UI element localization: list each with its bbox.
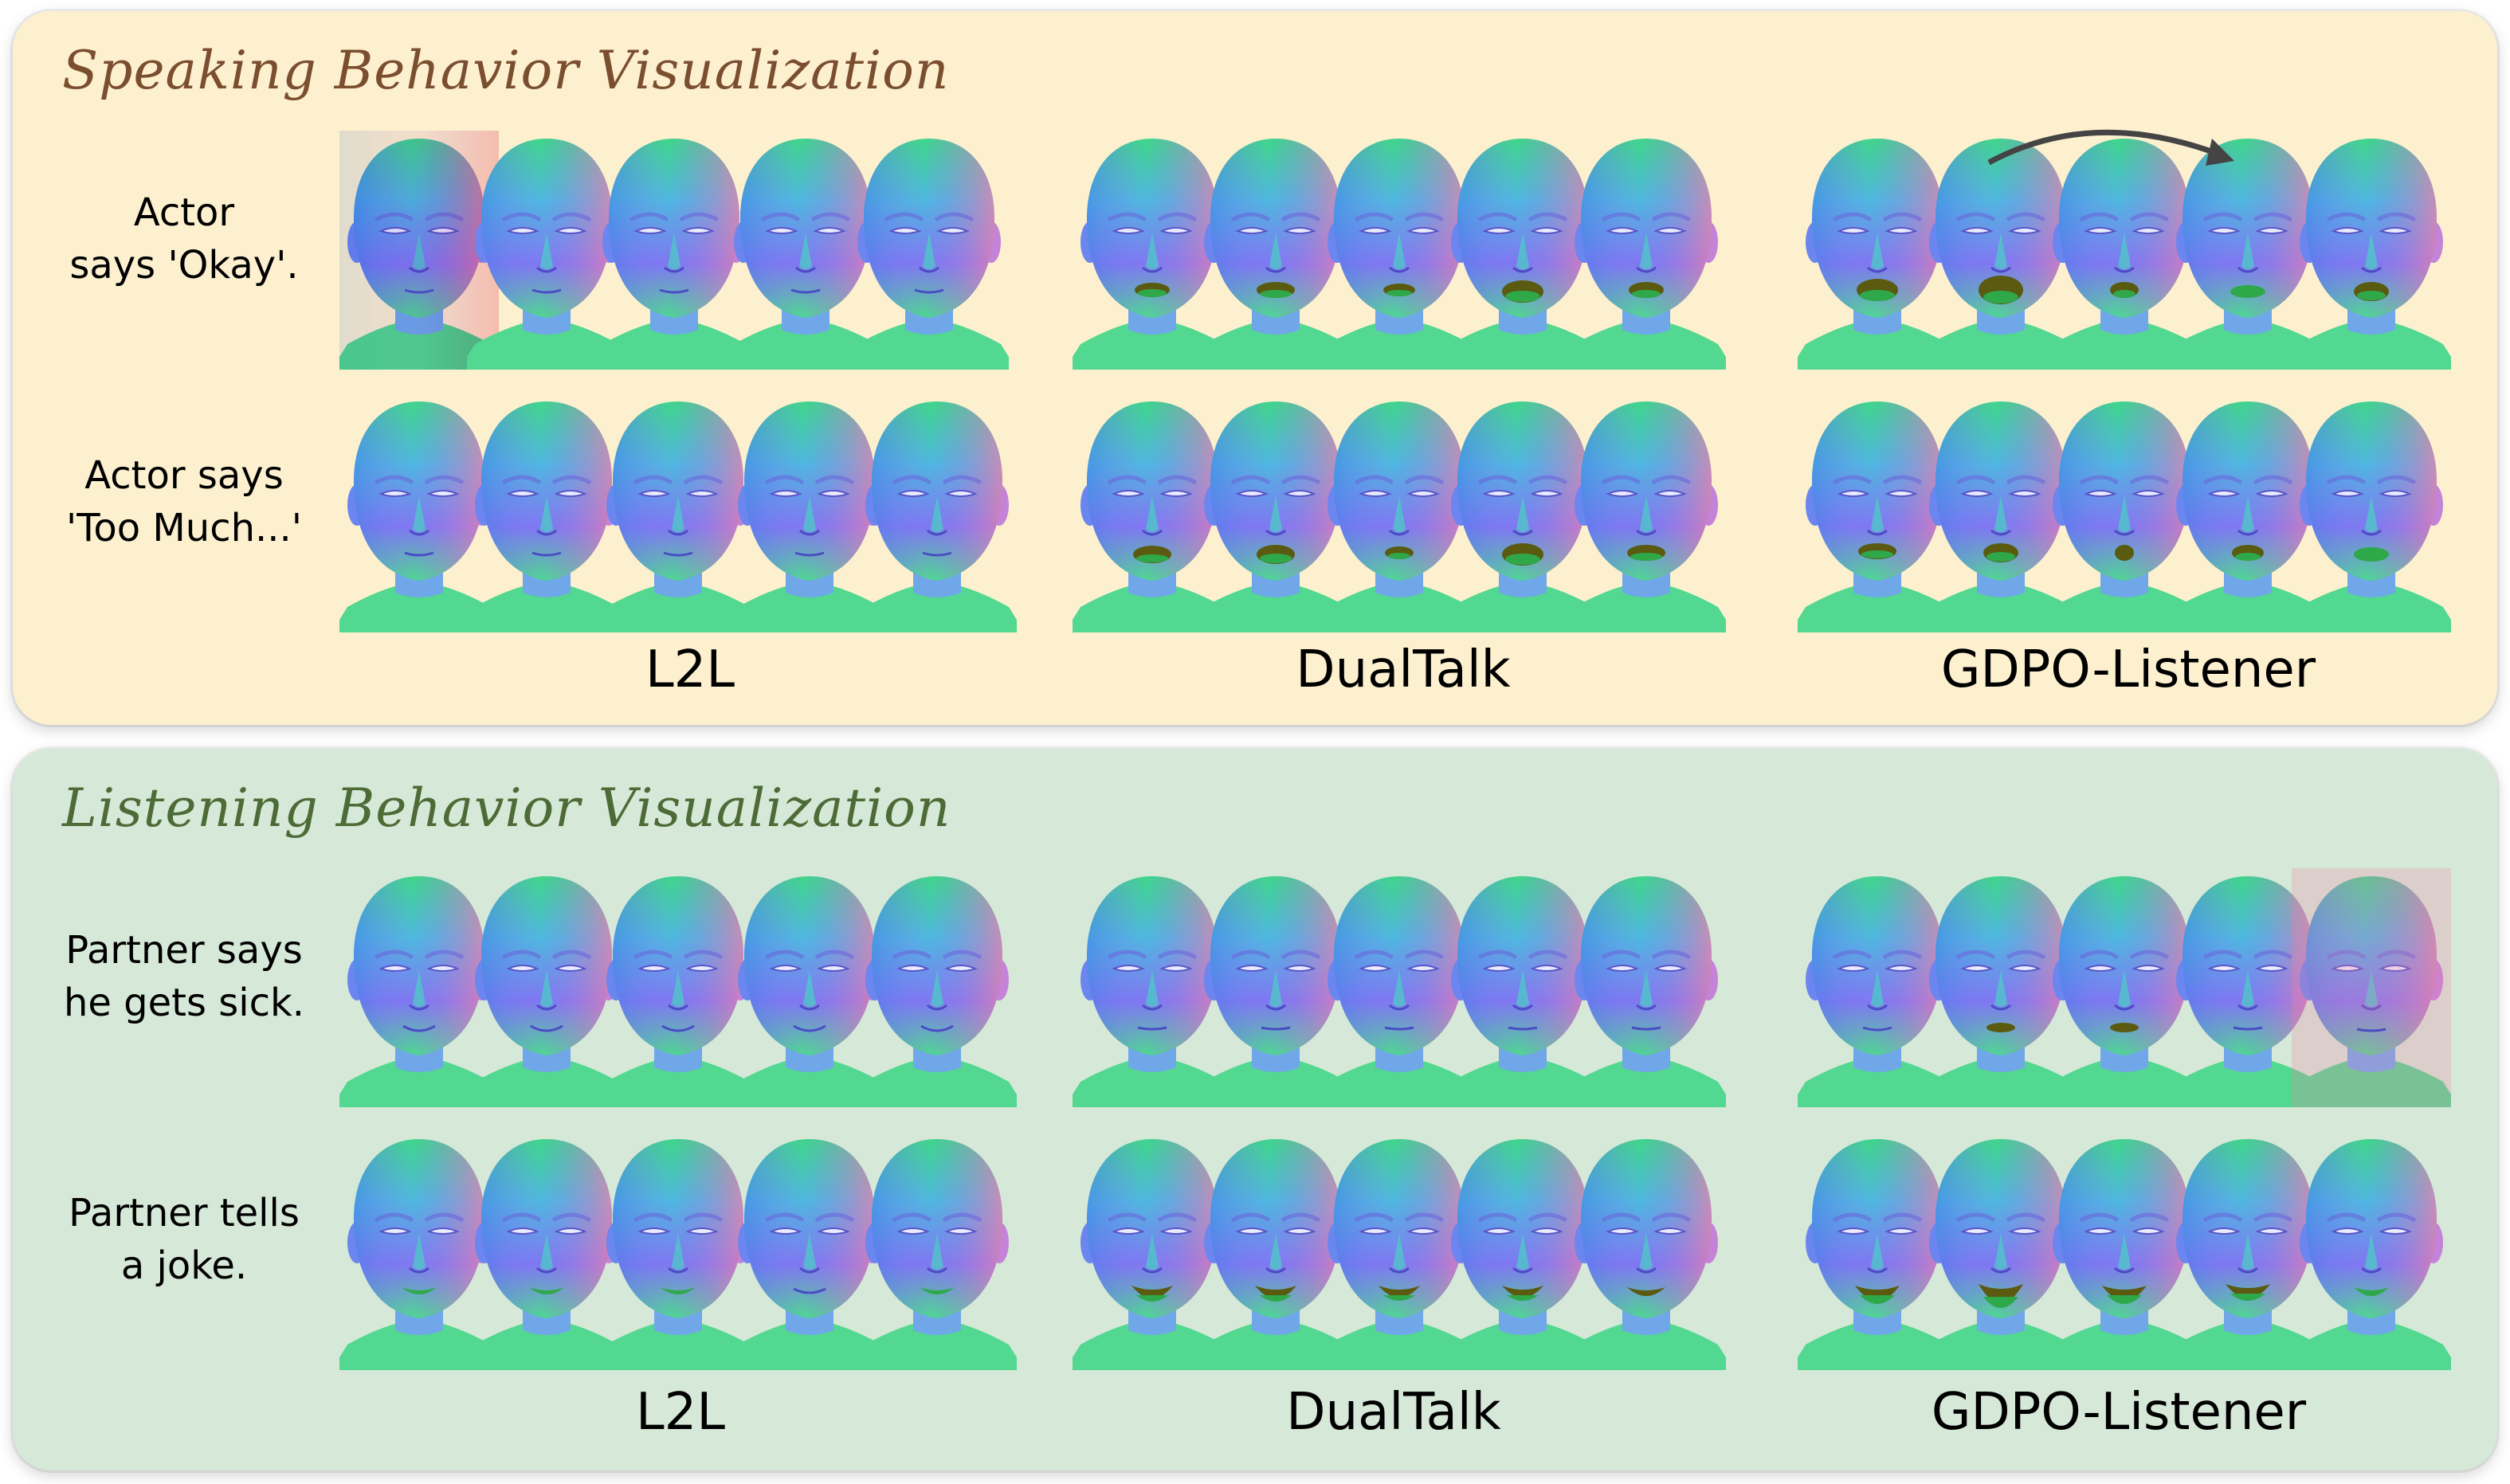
head-render xyxy=(1443,394,1602,632)
head-render xyxy=(598,394,758,632)
head-render xyxy=(1443,131,1602,370)
speaking-row-1: Actor says 'Okay'. xyxy=(13,129,2497,370)
head-render xyxy=(857,394,1017,632)
head-render xyxy=(1443,1131,1602,1370)
method-caption-dualtalk: DualTalk xyxy=(1286,1383,1501,1442)
head-render xyxy=(2168,1131,2328,1370)
speaking-row-1-label: Actor says 'Okay'. xyxy=(37,186,331,292)
row-label-line: Partner says xyxy=(65,928,303,973)
head-render xyxy=(730,1131,889,1370)
head-render xyxy=(726,131,885,370)
head-render xyxy=(1921,1131,2081,1370)
head-render xyxy=(598,1131,758,1370)
head-render xyxy=(594,131,754,370)
method-caption-dualtalk: DualTalk xyxy=(1296,640,1511,699)
listening-panel-title: Listening Behavior Visualization xyxy=(62,777,951,839)
row-label-line: Actor xyxy=(133,190,235,235)
head-render xyxy=(857,868,1017,1107)
head-render xyxy=(2292,1131,2451,1370)
listening-row-1: Partner says he gets sick. xyxy=(13,868,2497,1107)
speaking-panel: Speaking Behavior Visualization Actor sa… xyxy=(13,11,2497,725)
head-render xyxy=(1073,131,1232,370)
head-render xyxy=(339,1131,499,1370)
head-render xyxy=(2045,394,2204,632)
head-render xyxy=(1567,394,1726,632)
listening-panel: Listening Behavior Visualization Partner… xyxy=(13,749,2497,1470)
method-caption-gdpo: GDPO-Listener xyxy=(1940,640,2316,699)
head-render xyxy=(2292,394,2451,632)
speaking-panel-title: Speaking Behavior Visualization xyxy=(62,40,950,101)
head-render xyxy=(2168,131,2328,370)
head-render xyxy=(2045,1131,2204,1370)
method-caption-l2l: L2L xyxy=(635,1383,726,1442)
curved-arrow-icon xyxy=(1987,129,2234,166)
head-render xyxy=(1443,868,1602,1107)
head-render xyxy=(467,868,626,1107)
row-label-line: Actor says xyxy=(84,453,284,498)
head-render xyxy=(467,394,626,632)
head-render xyxy=(467,131,626,370)
listening-row-2: Partner tells a joke. xyxy=(13,1131,2497,1370)
head-render xyxy=(2045,131,2204,370)
head-render xyxy=(1196,1131,1355,1370)
listening-row-1-label: Partner says he gets sick. xyxy=(37,924,331,1029)
head-render xyxy=(1921,868,2081,1107)
head-render xyxy=(1798,131,1957,370)
row-label-line: Partner tells xyxy=(69,1191,300,1235)
head-render xyxy=(2168,394,2328,632)
head-render xyxy=(849,131,1009,370)
head-render xyxy=(857,1131,1017,1370)
speaking-row-2: Actor says 'Too Much...' xyxy=(13,394,2497,632)
head-render xyxy=(1320,1131,1479,1370)
head-render xyxy=(1196,868,1355,1107)
speaking-row-2-label: Actor says 'Too Much...' xyxy=(37,449,331,554)
head-render xyxy=(1196,131,1355,370)
row-label-line: 'Too Much...' xyxy=(66,506,302,550)
head-render xyxy=(339,868,499,1107)
head-render xyxy=(1320,131,1479,370)
method-caption-gdpo: GDPO-Listener xyxy=(1931,1383,2307,1442)
head-render xyxy=(1921,394,2081,632)
row-label-line: says 'Okay'. xyxy=(69,243,299,288)
head-render xyxy=(2168,868,2328,1107)
head-render xyxy=(339,394,499,632)
head-render xyxy=(1921,131,2081,370)
head-render xyxy=(1798,1131,1957,1370)
head-render xyxy=(467,1131,626,1370)
head-render xyxy=(1798,868,1957,1107)
head-render xyxy=(2292,131,2451,370)
head-render xyxy=(730,394,889,632)
head-render xyxy=(1798,394,1957,632)
head-render xyxy=(339,131,499,370)
head-render xyxy=(1320,394,1479,632)
head-render xyxy=(2045,868,2204,1107)
head-render xyxy=(1567,868,1726,1107)
head-render xyxy=(1567,131,1726,370)
head-render xyxy=(1196,394,1355,632)
head-render xyxy=(1567,1131,1726,1370)
row-label-line: he gets sick. xyxy=(63,981,305,1025)
head-render xyxy=(730,868,889,1107)
listening-row-2-label: Partner tells a joke. xyxy=(37,1187,331,1292)
head-render xyxy=(1073,394,1232,632)
method-caption-l2l: L2L xyxy=(645,640,735,699)
head-render xyxy=(598,868,758,1107)
head-render xyxy=(2292,868,2451,1107)
head-render xyxy=(1073,1131,1232,1370)
head-render xyxy=(1073,868,1232,1107)
row-label-line: a joke. xyxy=(120,1243,248,1288)
head-render xyxy=(1320,868,1479,1107)
